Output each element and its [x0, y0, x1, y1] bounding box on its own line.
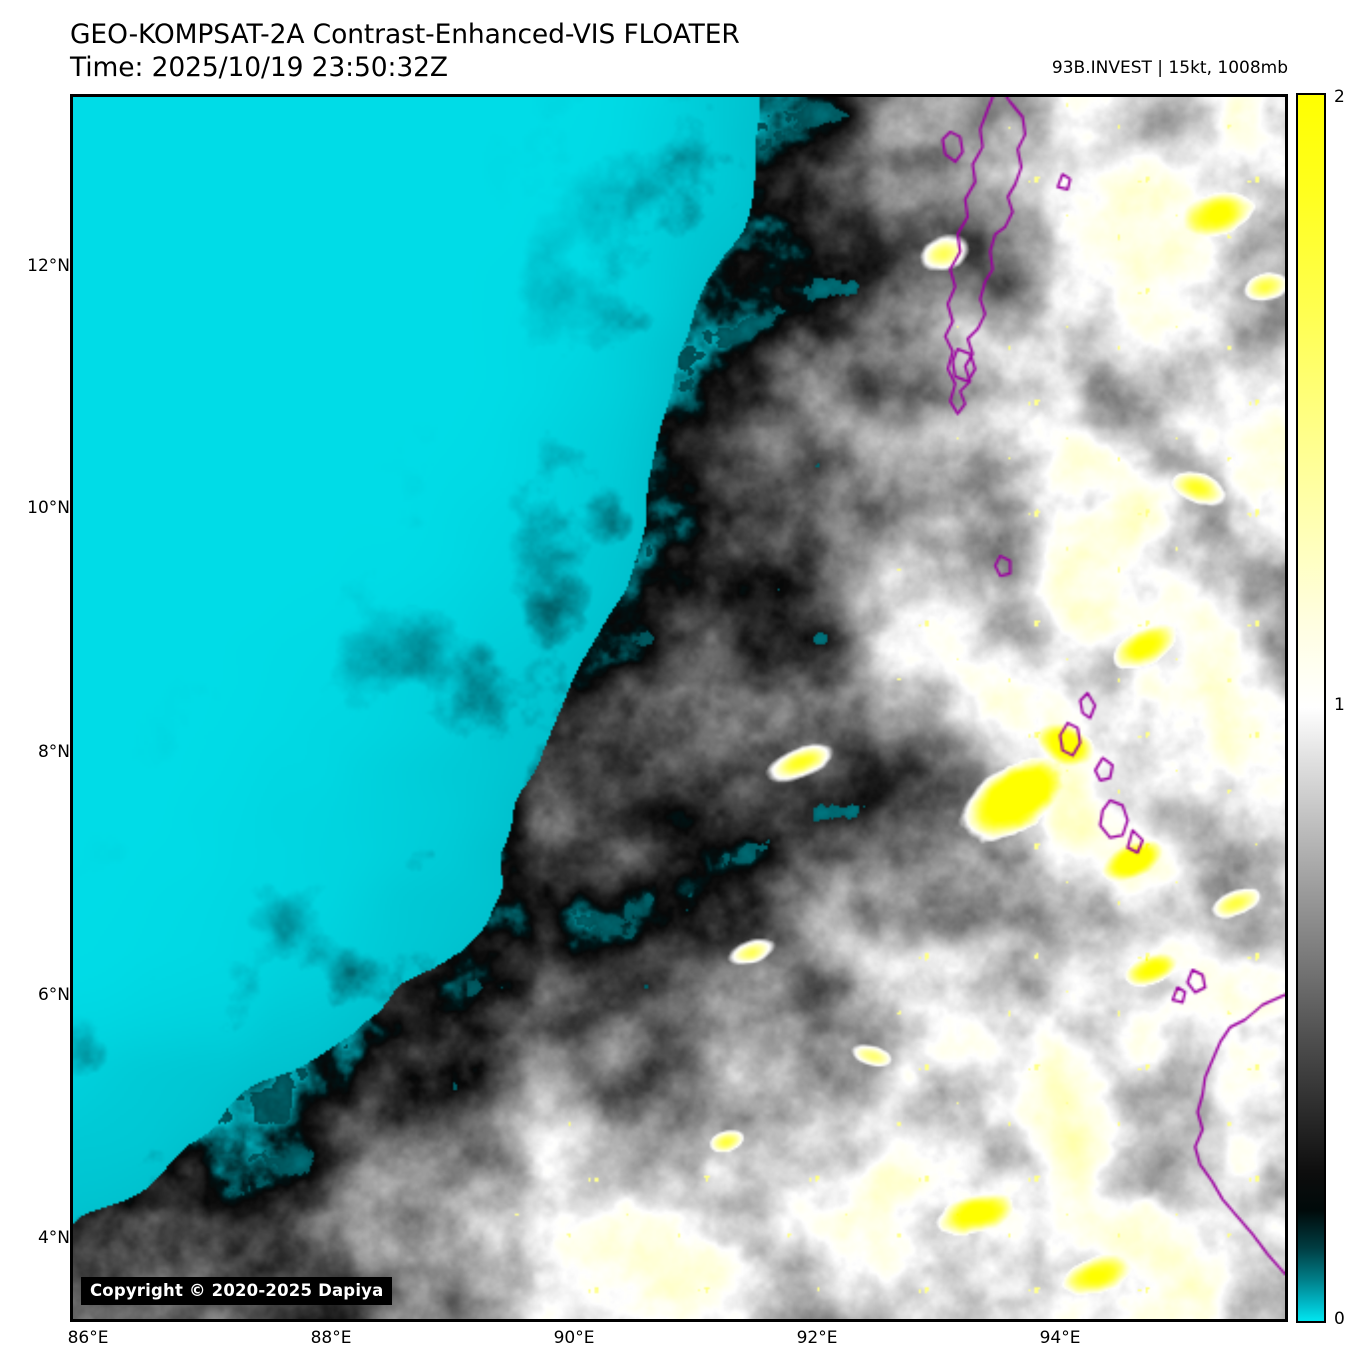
colorbar: 2 1 0	[1296, 87, 1345, 1329]
y-tick-label-4n: 4°N	[37, 1228, 70, 1248]
x-tick-label-86e: 86°E	[67, 1328, 109, 1348]
copyright-watermark: Copyright © 2020-2025 Dapiya	[81, 1277, 393, 1305]
colorbar-tick-1: 1	[1334, 695, 1345, 715]
y-tick-label-12n: 12°N	[27, 256, 70, 276]
x-tick-label-88e: 88°E	[310, 1328, 352, 1348]
y-tick-label-10n: 10°N	[27, 498, 70, 518]
title-block: GEO-KOMPSAT-2A Contrast-Enhanced-VIS FLO…	[70, 18, 740, 84]
satellite-imagery-canvas	[73, 97, 1285, 1319]
x-tick-label-92e: 92°E	[796, 1328, 838, 1348]
y-tick-label-6n: 6°N	[37, 985, 70, 1005]
timestamp-label: Time: 2025/10/19 23:50:32Z	[70, 52, 448, 83]
storm-info-label: 93B.INVEST | 15kt, 1008mb	[1051, 58, 1288, 78]
x-tick-label-94e: 94°E	[1039, 1328, 1081, 1348]
y-tick-label-8n: 8°N	[37, 742, 70, 762]
page-title: GEO-KOMPSAT-2A Contrast-Enhanced-VIS FLO…	[70, 19, 740, 50]
satellite-image-plot: Copyright © 2020-2025 Dapiya	[70, 94, 1288, 1322]
x-tick-label-90e: 90°E	[553, 1328, 595, 1348]
chart-header: GEO-KOMPSAT-2A Contrast-Enhanced-VIS FLO…	[0, 0, 1364, 94]
colorbar-tick-0: 0	[1334, 1309, 1345, 1329]
colorbar-gradient	[1296, 93, 1326, 1323]
colorbar-tick-2: 2	[1334, 87, 1345, 107]
